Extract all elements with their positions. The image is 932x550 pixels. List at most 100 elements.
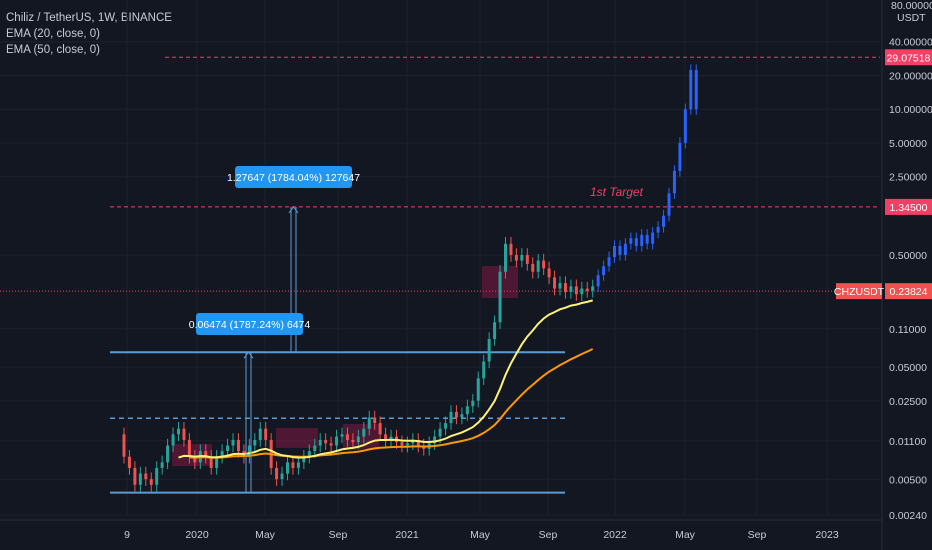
price-axis-tick: 2.50000 [889,172,927,184]
projection-candle [667,193,671,216]
projection-candle [689,69,693,110]
consolidation-box [172,444,212,466]
measure-label-1-box[interactable] [196,313,303,335]
candle-body [384,434,388,440]
legend-ema20[interactable]: EMA (20, close, 0) [6,28,100,40]
candle-body [318,439,322,446]
candle-body [531,263,535,272]
candle-body [351,439,355,443]
time-axis-tick: 2023 [815,529,839,541]
measure-arrow-1-head [243,351,254,359]
candle-body [465,406,469,415]
symbol-badge-box[interactable] [836,283,882,300]
price-axis-tick: 0.02500 [889,396,927,408]
candle-body [335,436,339,446]
candle-body [160,462,164,468]
candle-body [400,442,404,446]
price-axis-tick: 0.05000 [889,362,927,374]
high-price-badge-text: 29.07518 [887,52,931,64]
projection-candle [613,245,616,258]
consolidation-box [276,428,318,448]
legend-symbol[interactable]: Chiliz / TetherUS, 1W, BINANCE [6,12,172,24]
candle-body [569,286,573,292]
candle-body [498,271,502,323]
projection-candle [694,69,698,110]
projection-candle [651,232,655,244]
measure-arrow-2-head [288,206,299,214]
candle-body [454,411,458,418]
last-price-badge-text: 0.23824 [890,286,928,298]
candle-body [482,361,486,379]
candle-body [280,473,284,480]
projection-candle [618,245,622,255]
projection-candle [683,109,687,143]
candle-body [574,286,578,295]
candle-body [247,445,251,457]
last-price-badge-box[interactable] [885,283,932,300]
candle-body [356,436,360,443]
candle-body [307,451,311,457]
high-price-badge-box[interactable] [885,49,932,66]
candle-body [433,436,437,444]
price-axis-tick: 0.50000 [889,250,927,262]
symbol-badge-text: CHZUSDT [834,286,885,298]
candle-body [585,288,589,291]
projection-candle [672,170,676,194]
projection-candle [607,257,611,267]
candle-body [231,439,235,446]
ema50-line [189,348,594,459]
candle-body [155,467,159,485]
candle-body [209,456,213,468]
candle-body [525,254,529,264]
price-axis-tick: 20.00000 [889,70,932,82]
candle-body [493,322,497,340]
measure-label-1-text: 0.06474 (1787.24%) 6474 [189,319,311,331]
candle-body [547,268,551,278]
projection-candle [602,266,606,276]
candle-body [149,479,153,485]
measure-label-2-box[interactable] [235,166,352,188]
price-axis-tick: 0.01100 [889,436,926,448]
candle-body [504,243,507,272]
candle-body [220,451,224,457]
candle-body [166,445,170,463]
projection-candle [645,234,649,244]
projection-candle [656,226,660,233]
candle-body [444,423,448,429]
candle-body [127,456,131,468]
projection-candle [596,275,600,287]
candle-body [514,254,518,261]
candle-body [378,423,382,435]
candle-body [177,428,180,435]
projection-candle [640,234,644,246]
candle-body [193,456,197,463]
candle-body [296,462,300,468]
candle-body [275,467,279,480]
candle-body [302,456,306,463]
time-axis-tick: May [675,529,696,541]
target-price-badge-box[interactable] [885,198,932,215]
candle-body [236,439,240,452]
time-axis-tick: 9 [124,529,130,541]
candle-body [258,428,262,440]
price-axis-tick: 40.00000 [889,37,932,49]
candle-body [580,288,584,295]
candle-body [291,462,295,468]
first-target-label: 1st Target [590,185,644,199]
candle-body [416,439,420,446]
candle-body [438,428,442,437]
candle-body [226,445,230,452]
candle-body [487,339,491,362]
candle-body [509,243,513,255]
legend-ema50[interactable]: EMA (50, close, 0) [6,44,100,56]
candle-body [460,414,464,418]
candle-body [367,417,371,429]
ema20-line [178,299,593,459]
candle-body [313,445,317,452]
candle-body [389,436,393,440]
candle-body [182,428,186,440]
price-axis-tick: 5.00000 [889,138,927,150]
time-axis-tick: May [470,529,491,541]
